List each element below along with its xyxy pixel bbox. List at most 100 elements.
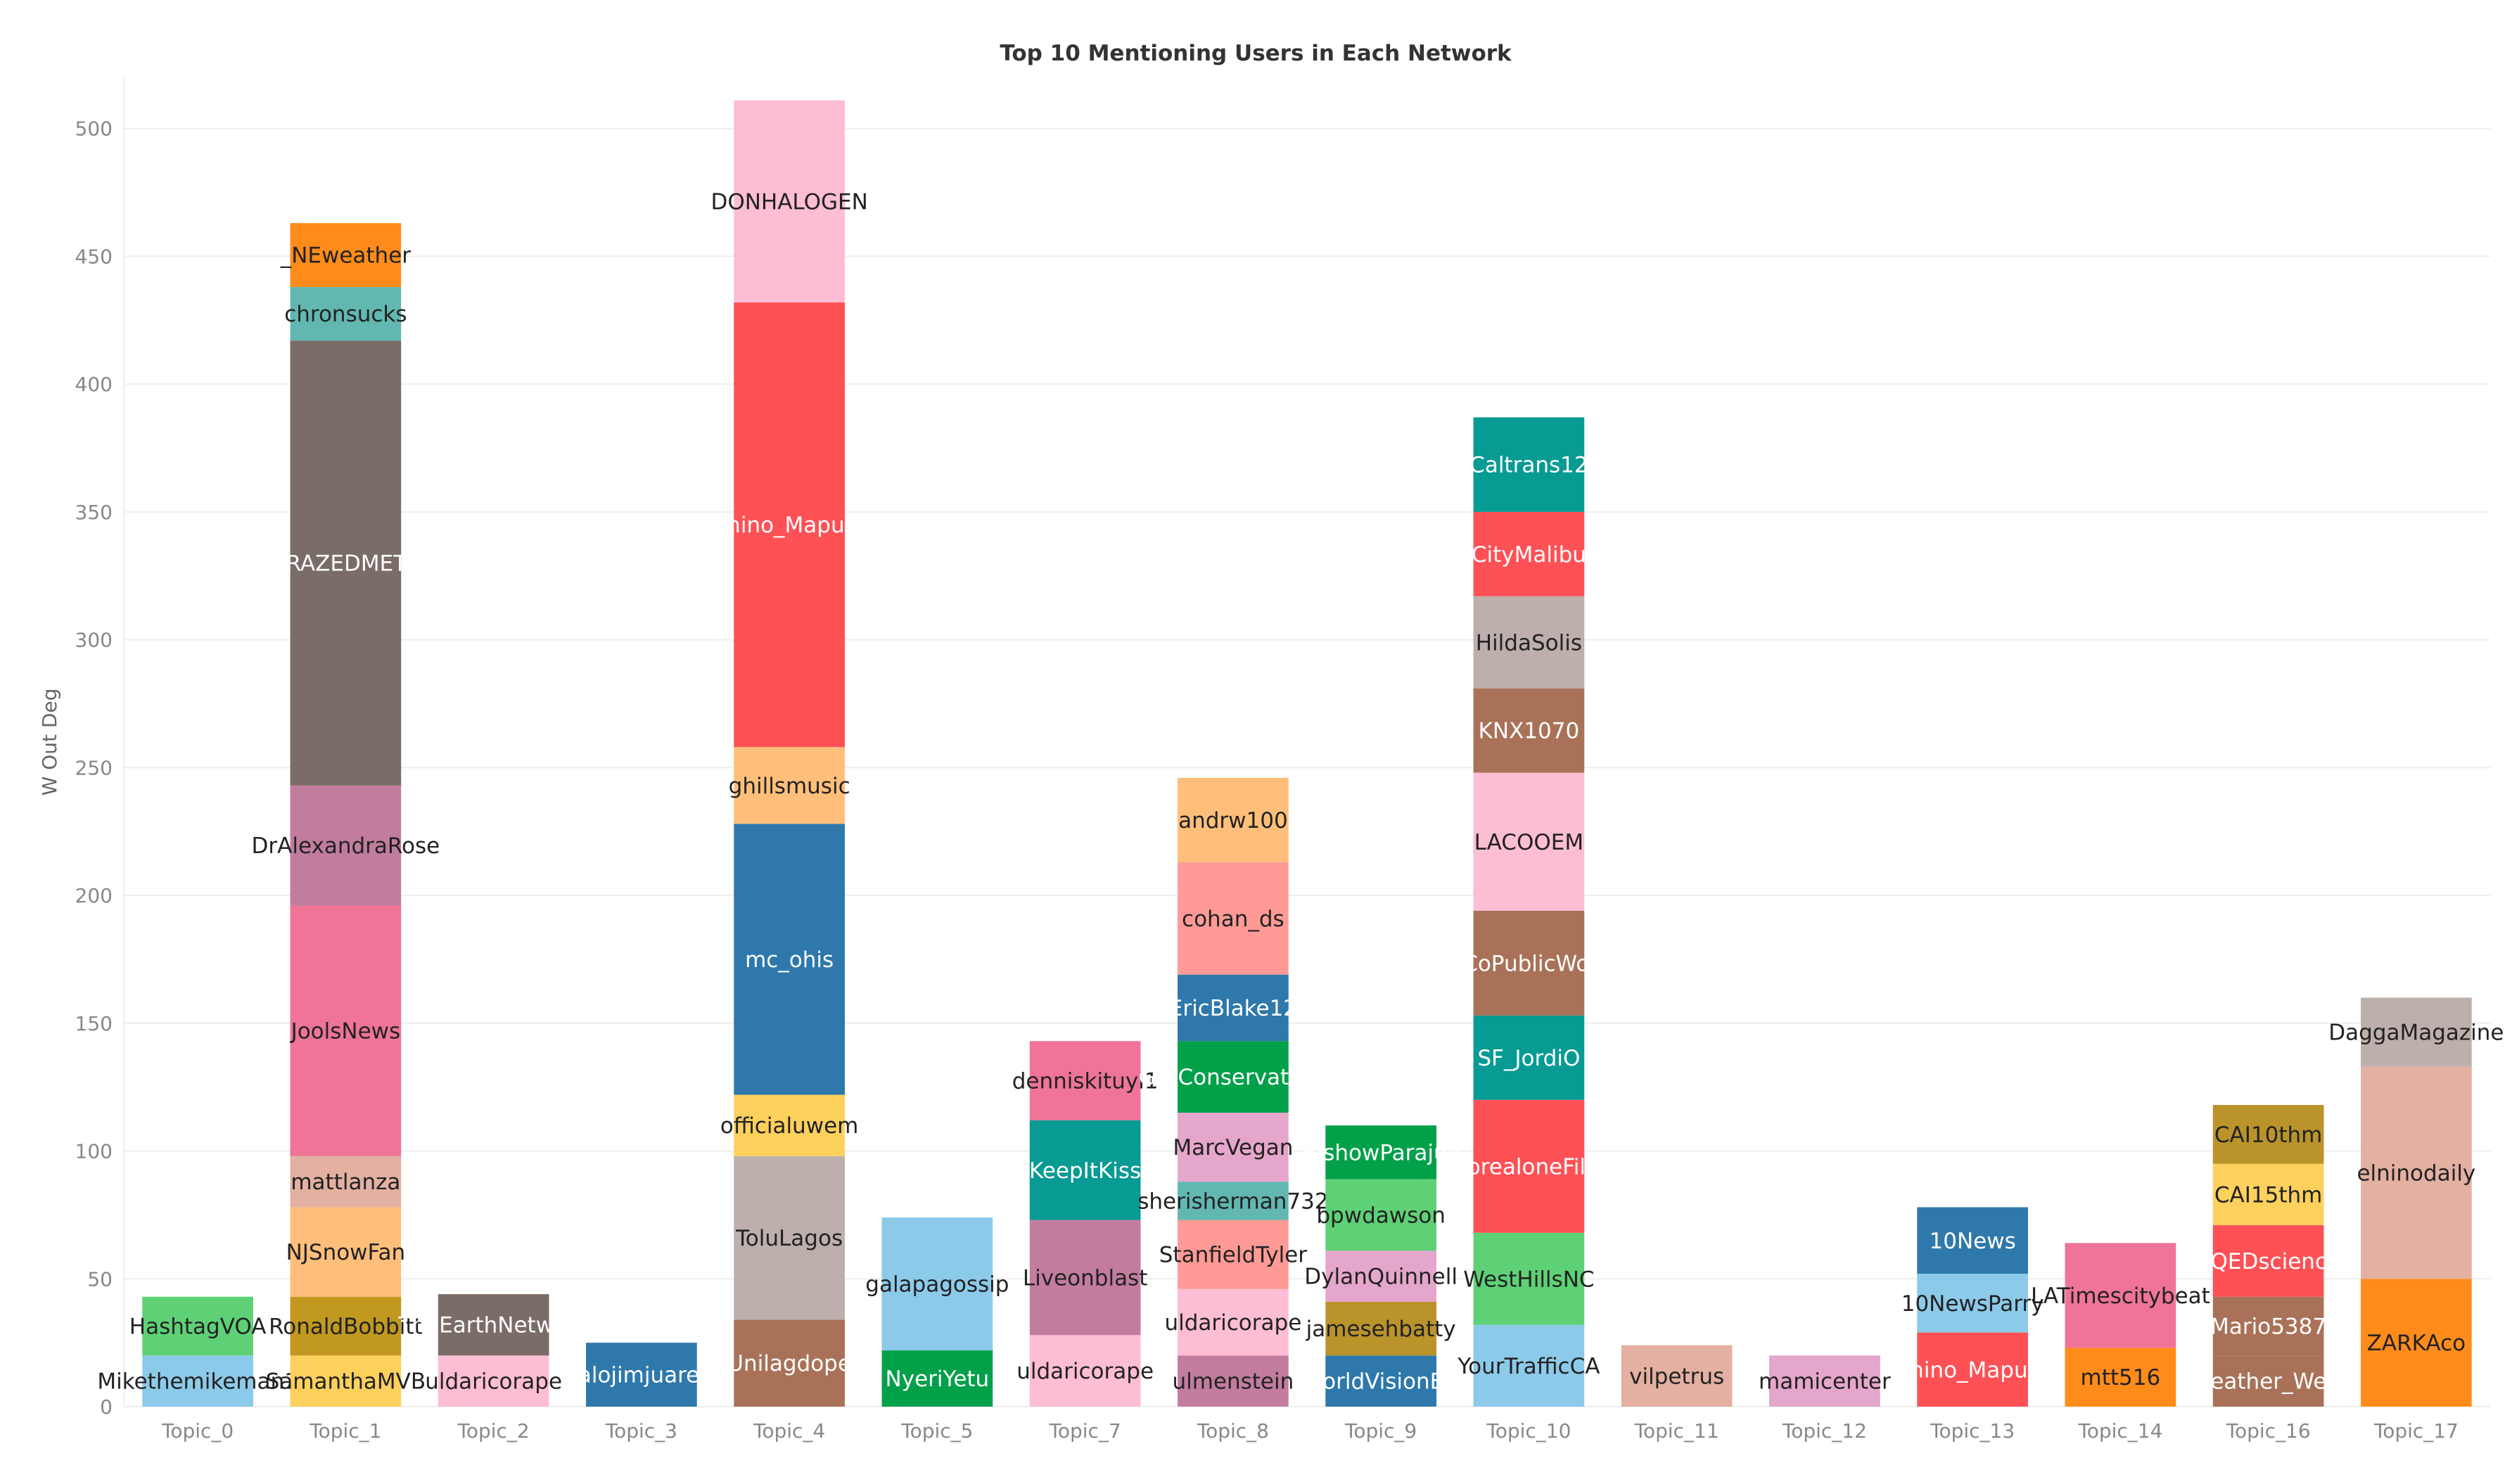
bar-segment (1178, 1041, 1289, 1113)
bar-segment (2212, 1296, 2324, 1356)
segment-label: ZARKAco (2367, 1331, 2466, 1356)
bar-segment (2212, 1105, 2324, 1164)
y-tick-label: 50 (87, 1267, 113, 1291)
bar-segment (2212, 1224, 2324, 1297)
segment-label: HildaSolis (1476, 630, 1582, 655)
segment-label: uldaricorape (1016, 1359, 1154, 1384)
segment-label: KNX1070 (1479, 719, 1580, 744)
y-tick-label: 500 (75, 117, 113, 141)
bar-segment (1473, 772, 1585, 911)
segment-label: CAI10thm (2214, 1122, 2322, 1148)
bar-segment (290, 1355, 402, 1407)
bar-segment (2065, 1243, 2176, 1348)
segment-label: sherisherman732 (1137, 1189, 1328, 1214)
bar-segment (2212, 1355, 2324, 1407)
segment-label: NyeriYetu (886, 1367, 990, 1392)
gridlines (123, 77, 2490, 1407)
segment-label: uldaricorape (1164, 1310, 1301, 1336)
segment-label: Unilagdope (727, 1351, 851, 1376)
x-tick-label: Topic_3 (605, 1419, 677, 1443)
segment-label: JoolsNews (290, 1019, 401, 1044)
bar-segment (2212, 1163, 2324, 1225)
segment-label: LACoPublicWorks (1436, 951, 1623, 976)
segment-label: CityMalibu (1472, 542, 1586, 568)
segment-label: DONHALOGEN (710, 189, 867, 215)
x-tick-label: Topic_4 (753, 1419, 825, 1443)
bar-segment (1178, 1182, 1289, 1220)
x-tick-label: Topic_0 (161, 1419, 234, 1443)
x-tick-label: Topic_12 (1782, 1419, 1867, 1443)
bar-segment (2065, 1348, 2176, 1407)
bar-topic-10: YourTrafficCA WestHillsNC ShorealoneFilms S… (1436, 417, 1623, 1407)
bar-topic-1: SamanthaMVB RonaldBobbitt NJSnowFan mattlan… (252, 223, 440, 1407)
segment-label: DrAlexandraRose (252, 833, 440, 859)
segment-label: HashtagVOA (129, 1315, 267, 1340)
bar-topic-3: lalojimjuarez (572, 1343, 711, 1407)
y-tick-label: 250 (75, 756, 113, 779)
segment-label: Elnino_Mapuno (707, 513, 872, 538)
x-tick-label: Topic_11 (1634, 1419, 1719, 1443)
segment-label: mtt516 (2081, 1365, 2161, 1390)
x-axis-ticks: Topic_0 Topic_1 Topic_2 Topic_3 Topic_4 Topic… (161, 1419, 2459, 1443)
x-tick-label: Topic_17 (2373, 1419, 2459, 1443)
bar-segment (1473, 910, 1585, 1016)
bar-segment (734, 747, 845, 824)
bar-segment (142, 1355, 253, 1407)
segment-label: Mikethemikeman1 (97, 1369, 298, 1395)
x-tick-label: Topic_1 (309, 1419, 381, 1443)
segment-label: BishowParajuli (1302, 1140, 1460, 1165)
bar-segment (1917, 1274, 2028, 1333)
segment-label: DylanQuinnell (1304, 1265, 1458, 1290)
segment-label: EricBlake12 (1169, 996, 1297, 1021)
bar-segment (1769, 1355, 1880, 1407)
bar-segment (2361, 1066, 2472, 1279)
y-tick-label: 150 (75, 1012, 113, 1035)
bar-topic-11: vilpetrus (1621, 1345, 1733, 1407)
segment-label: mamicenter (1759, 1369, 1891, 1395)
bar-segment (1325, 1125, 1436, 1179)
bar-segment (1325, 1179, 1436, 1251)
segment-label: 10News (1930, 1229, 2016, 1254)
x-tick-label: Topic_9 (1344, 1419, 1417, 1443)
segment-label: RonaldBobbitt (269, 1315, 423, 1340)
segment-label: jamesehbatty (1306, 1317, 1456, 1342)
x-tick-label: Topic_14 (2077, 1419, 2162, 1443)
segment-label: DaggaMagazine (2328, 1021, 2504, 1046)
bar-topic-16: Weather_West Mario5387 KQEDscience CAI15thm… (2191, 1105, 2347, 1407)
bar-segment (734, 302, 845, 748)
bar-segment (1473, 511, 1585, 596)
segment-label: WorldVisionEU (1302, 1369, 1460, 1395)
y-tick-label: 300 (75, 629, 113, 652)
segment-label: LACOOEM (1474, 830, 1583, 855)
bar-segment (1029, 1220, 1141, 1336)
bar-segment (290, 1296, 402, 1356)
segment-label: WestHillsNC (1463, 1267, 1594, 1292)
bar-topic-12: mamicenter (1759, 1355, 1891, 1407)
y-tick-label: 100 (75, 1140, 113, 1163)
bar-segment (438, 1355, 549, 1407)
y-tick-label: 0 (100, 1395, 113, 1419)
bar-segment (1178, 1355, 1289, 1407)
bar-segment (1917, 1332, 2028, 1407)
bar-topic-9: WorldVisionEU jamesehbatty DylanQuinnell bp… (1302, 1125, 1460, 1407)
bar-segment (142, 1296, 253, 1356)
bar-segment (1178, 777, 1289, 862)
segment-label: LATimescitybeat (2031, 1284, 2210, 1309)
segment-label: uldaricorape (425, 1369, 562, 1395)
y-tick-label: 450 (75, 245, 113, 268)
bar-segment (1029, 1335, 1141, 1407)
segment-label: KeepItKiss (1029, 1158, 1141, 1184)
segment-label: TheEarthNetwork (398, 1313, 589, 1338)
y-axis-label: W Out Deg (38, 689, 61, 796)
segment-label: CAI15thm (2214, 1182, 2322, 1208)
segment-label: CRAZEDMETS (271, 551, 421, 577)
segment-label: YourTrafficCA (1457, 1354, 1600, 1379)
bar-topic-5: NyeriYetu galapagossip (865, 1217, 1009, 1407)
segment-label: vilpetrus (1629, 1364, 1724, 1389)
segment-label: mattlanza (291, 1170, 400, 1195)
segment-label: MarcVegan (1173, 1135, 1293, 1160)
bar-segment (1917, 1207, 2028, 1274)
segment-label: bpwdawson (1316, 1203, 1446, 1228)
bar-segment (1473, 688, 1585, 773)
